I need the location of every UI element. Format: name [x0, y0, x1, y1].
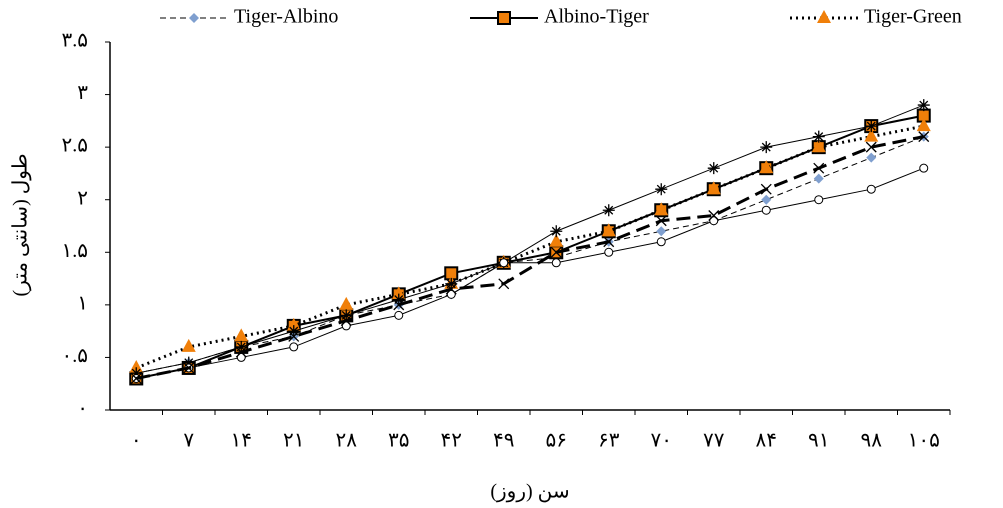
y-axis-title: طول (سانتی متر) [10, 153, 32, 296]
x-axis-title: سن (روز) [490, 481, 569, 503]
marker [130, 372, 142, 384]
y-tick-label: ۰.۵ [62, 345, 88, 367]
y-tick-label: ۲ [77, 187, 88, 209]
marker [655, 183, 668, 196]
marker [288, 330, 300, 342]
marker [602, 204, 615, 217]
marker [394, 310, 404, 320]
marker [549, 233, 564, 247]
y-tick-label: ۳.۵ [62, 30, 88, 52]
marker [759, 160, 774, 174]
marker [550, 246, 562, 258]
marker [181, 338, 196, 352]
marker [760, 183, 772, 195]
marker [601, 223, 616, 237]
x-tick-label: ۴۲ [441, 430, 462, 452]
marker [813, 173, 824, 184]
marker [182, 356, 195, 369]
marker [709, 216, 719, 226]
marker [499, 258, 509, 268]
marker [235, 346, 247, 358]
marker [865, 141, 877, 153]
marker [812, 130, 825, 143]
y-tick-label: ۳ [77, 82, 88, 104]
x-tick-label: ۳۵ [388, 430, 409, 452]
marker [656, 237, 666, 247]
marker [864, 128, 879, 142]
marker [761, 194, 772, 205]
x-tick-label: ۹۸ [861, 430, 883, 452]
y-tick-label: ۲.۵ [62, 135, 88, 157]
x-tick-label: ۷۰ [651, 430, 672, 452]
legend-label: Albino-Tiger [544, 6, 649, 28]
marker [235, 340, 248, 353]
marker [339, 296, 354, 310]
marker [817, 10, 831, 23]
x-tick-label: ۷ [183, 430, 194, 452]
x-tick-label: ۷۷ [703, 430, 725, 452]
marker [760, 141, 773, 154]
marker [813, 162, 825, 174]
y-tick-label: ۱ [77, 292, 88, 314]
marker [814, 195, 824, 205]
marker [340, 309, 353, 322]
marker [866, 152, 877, 163]
marker [706, 181, 721, 195]
x-tick-label: ۲۸ [336, 430, 358, 452]
series-line [136, 104, 924, 374]
marker [655, 215, 667, 227]
marker [916, 118, 931, 132]
marker [866, 184, 876, 194]
marker [498, 278, 510, 290]
marker [551, 258, 561, 268]
marker [918, 131, 930, 143]
marker [287, 325, 300, 338]
series-line [136, 167, 924, 379]
marker [811, 139, 826, 153]
x-tick-label: ۵۶ [546, 430, 567, 452]
marker [130, 367, 143, 380]
marker [761, 205, 771, 215]
x-tick-label: ۹۱ [808, 430, 829, 452]
y-tick-label: ۱.۵ [62, 240, 88, 262]
marker [183, 362, 195, 374]
marker [708, 210, 720, 221]
marker [865, 120, 878, 133]
marker [393, 299, 405, 311]
x-tick-label: ۴۹ [493, 430, 514, 452]
series-line [136, 136, 924, 374]
marker [445, 283, 457, 295]
x-tick-label: ۰ [131, 430, 142, 452]
legend-label: Tiger-Albino [234, 6, 338, 28]
marker [445, 277, 458, 290]
legend-label: Tiger-Green [864, 6, 962, 28]
marker [604, 247, 614, 257]
marker [289, 342, 299, 352]
marker [654, 202, 669, 216]
x-tick-label: ۱۰۵ [908, 430, 940, 452]
x-tick-label: ۲۱ [283, 430, 304, 452]
marker [919, 163, 929, 173]
x-tick-label: ۱۴ [231, 430, 252, 452]
marker [603, 236, 615, 248]
marker [392, 293, 405, 306]
marker [189, 13, 199, 23]
marker [340, 315, 352, 327]
x-tick-label: ۶۳ [598, 430, 620, 452]
marker [917, 99, 930, 112]
x-tick-label: ۸۴ [756, 430, 777, 452]
marker [234, 328, 249, 342]
marker [656, 226, 667, 237]
marker [550, 225, 563, 238]
marker [707, 162, 720, 175]
y-tick-label: ۰ [77, 398, 88, 420]
marker [497, 11, 511, 25]
series-line [135, 135, 925, 380]
series-line [135, 124, 925, 370]
